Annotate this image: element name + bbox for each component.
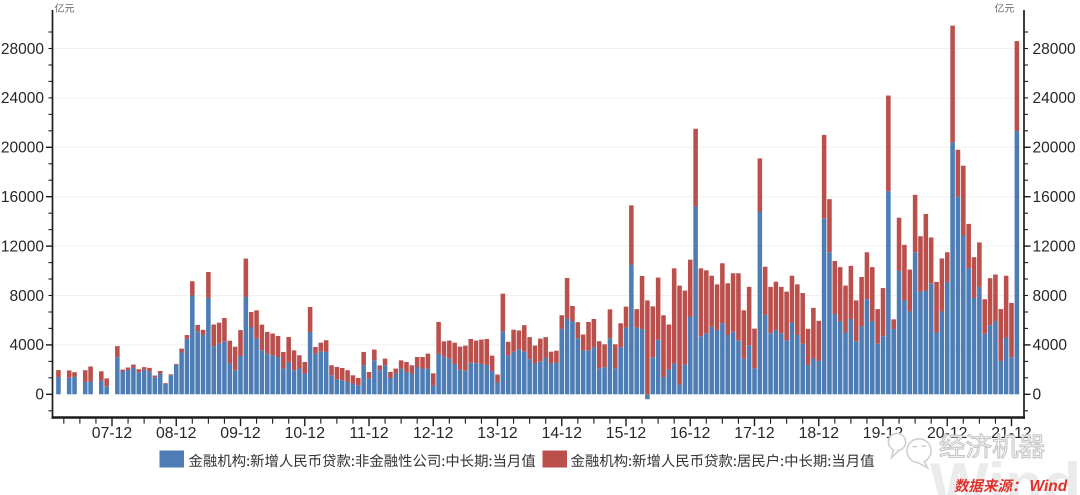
svg-text:12000: 12000 — [1, 238, 44, 255]
svg-text:13-12: 13-12 — [477, 425, 517, 442]
svg-text:09-12: 09-12 — [220, 425, 260, 442]
svg-text:4000: 4000 — [10, 337, 45, 354]
svg-text:24000: 24000 — [1033, 90, 1076, 107]
svg-text:15-12: 15-12 — [606, 425, 646, 442]
svg-text:12000: 12000 — [1033, 238, 1076, 255]
svg-text:20-12: 20-12 — [927, 425, 967, 442]
svg-text:11-12: 11-12 — [349, 425, 388, 442]
svg-text:Wind: Wind — [1030, 478, 1068, 495]
svg-text:0: 0 — [35, 387, 44, 404]
svg-text:08-12: 08-12 — [156, 425, 196, 442]
svg-text:12-12: 12-12 — [413, 425, 453, 442]
svg-text:16000: 16000 — [1, 189, 44, 206]
svg-text:24000: 24000 — [1, 90, 44, 107]
svg-text:16-12: 16-12 — [670, 425, 710, 442]
svg-text:17-12: 17-12 — [734, 425, 774, 442]
svg-text:Wind: Wind — [930, 451, 1080, 495]
svg-text:8000: 8000 — [10, 288, 45, 305]
svg-text:20000: 20000 — [1033, 140, 1076, 157]
svg-text:14-12: 14-12 — [542, 425, 582, 442]
svg-text:16000: 16000 — [1033, 189, 1076, 206]
svg-text:28000: 28000 — [1, 41, 44, 58]
svg-text:0: 0 — [1033, 387, 1042, 404]
svg-text:8000: 8000 — [1033, 288, 1068, 305]
svg-text:20000: 20000 — [1, 140, 44, 157]
svg-text:28000: 28000 — [1033, 41, 1076, 58]
svg-text:10-12: 10-12 — [285, 425, 325, 442]
svg-text:18-12: 18-12 — [799, 425, 839, 442]
svg-text:07-12: 07-12 — [92, 425, 132, 442]
svg-text:4000: 4000 — [1033, 337, 1068, 354]
